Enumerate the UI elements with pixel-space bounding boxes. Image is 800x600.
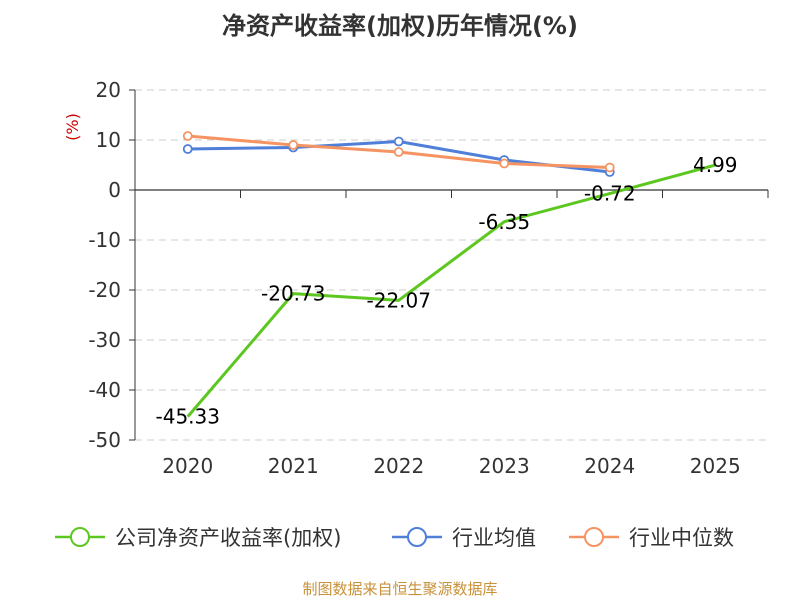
legend-label: 公司净资产收益率(加权) (115, 526, 341, 550)
y-tick-label: -40 (88, 378, 121, 402)
data-label: -6.35 (478, 210, 530, 234)
data-point (393, 136, 404, 147)
data-point (182, 131, 193, 141)
y-tick-label: 20 (96, 78, 121, 102)
chart-title: 净资产收益率(加权)历年情况(%) (222, 12, 578, 40)
x-tick-label: 2020 (162, 454, 213, 478)
legend-item: 行业均值 (392, 526, 536, 550)
data-point (182, 144, 193, 154)
legend-marker (70, 527, 90, 547)
axes: 20 10 0 -10 -20 -30 -40 -50 2020 2021 2022 2023 2024… (88, 78, 769, 478)
y-tick-label: -50 (88, 428, 121, 452)
y-tick-label: -20 (88, 278, 121, 302)
y-axis-label: (%) (63, 113, 82, 141)
y-tick-label: -30 (88, 328, 121, 352)
y-tick-label: 0 (108, 178, 121, 202)
y-tick-label: -10 (88, 228, 121, 252)
legend-item: 行业中位数 (569, 526, 734, 550)
x-tick-label: 2022 (373, 454, 424, 478)
data-point (604, 162, 615, 173)
source-note: 制图数据来自恒生聚源数据库 (302, 580, 498, 598)
x-tick-label: 2025 (690, 454, 741, 478)
data-point (288, 140, 299, 150)
gridlines (135, 89, 768, 441)
legend-item: 公司净资产收益率(加权) (55, 526, 341, 550)
x-tick-label: 2021 (268, 454, 319, 478)
data-labels: -45.33 -20.73 -22.07 -6.35 -0.72 4.99 (156, 153, 738, 429)
y-tick-label: 10 (96, 128, 121, 152)
data-label: -0.72 (584, 182, 636, 206)
data-label: 4.99 (693, 153, 738, 177)
data-label: -45.33 (156, 405, 220, 429)
x-tick-label: 2023 (479, 454, 530, 478)
data-label: -22.07 (367, 288, 431, 312)
legend-marker (407, 527, 427, 547)
legend: 公司净资产收益率(加权) 行业均值 行业中位数 (55, 526, 734, 550)
series-lines (182, 131, 716, 418)
data-label: -20.73 (261, 282, 325, 306)
legend-marker (584, 527, 604, 547)
legend-label: 行业均值 (452, 526, 536, 550)
series-line (186, 163, 716, 418)
data-point (499, 158, 510, 169)
x-tick-label: 2024 (584, 454, 635, 478)
data-point (393, 147, 404, 157)
legend-label: 行业中位数 (629, 526, 734, 550)
